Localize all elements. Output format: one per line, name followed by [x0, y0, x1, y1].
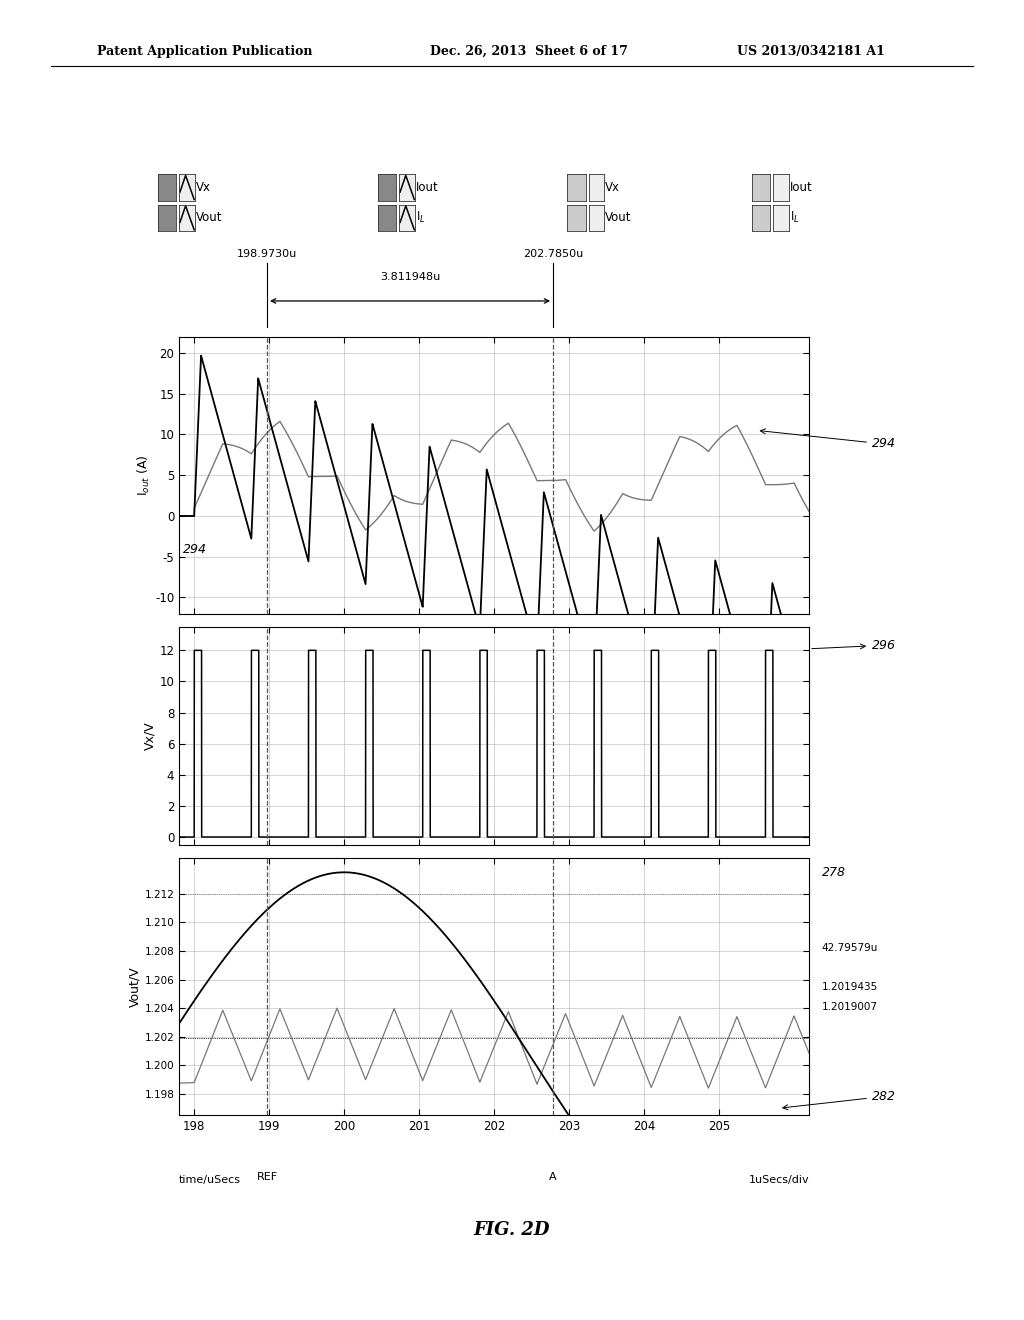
Text: Vx: Vx — [196, 181, 211, 194]
Text: US 2013/0342181 A1: US 2013/0342181 A1 — [737, 45, 885, 58]
Y-axis label: Vx/V: Vx/V — [143, 722, 157, 750]
Text: 282: 282 — [782, 1090, 896, 1110]
Y-axis label: I$_{out}$ (A): I$_{out}$ (A) — [136, 454, 153, 496]
Text: time/uSecs: time/uSecs — [179, 1175, 242, 1185]
Text: 3.811948u: 3.811948u — [380, 272, 440, 282]
Text: 42.79579u: 42.79579u — [821, 942, 878, 953]
Text: 202.7850u: 202.7850u — [523, 248, 583, 259]
Text: Vx: Vx — [605, 181, 621, 194]
Text: REF: REF — [257, 1172, 278, 1181]
Text: 296: 296 — [812, 639, 896, 652]
Text: 198.9730u: 198.9730u — [237, 248, 297, 259]
Text: 1.2019007: 1.2019007 — [821, 1002, 878, 1012]
Text: 1.2019435: 1.2019435 — [821, 982, 878, 991]
Y-axis label: Vout/V: Vout/V — [129, 966, 141, 1007]
Text: Iout: Iout — [790, 181, 812, 194]
Text: 294: 294 — [183, 543, 207, 556]
Text: Vout: Vout — [605, 211, 632, 224]
Text: FIG. 2D: FIG. 2D — [474, 1221, 550, 1239]
Text: Dec. 26, 2013  Sheet 6 of 17: Dec. 26, 2013 Sheet 6 of 17 — [430, 45, 628, 58]
Text: A: A — [549, 1172, 557, 1181]
Text: I$_L$: I$_L$ — [416, 210, 426, 226]
Text: Vout: Vout — [196, 211, 222, 224]
Text: 1uSecs/div: 1uSecs/div — [749, 1175, 809, 1185]
Text: 294: 294 — [761, 429, 896, 450]
Text: Patent Application Publication: Patent Application Publication — [97, 45, 312, 58]
Text: Iout: Iout — [416, 181, 438, 194]
Text: 278: 278 — [821, 866, 846, 879]
Text: I$_L$: I$_L$ — [790, 210, 800, 226]
